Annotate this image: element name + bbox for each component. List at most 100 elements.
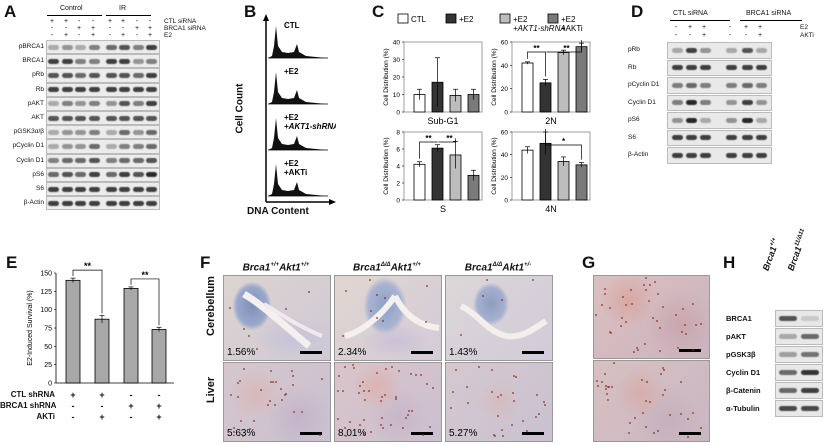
blot-band <box>686 152 697 158</box>
stain-dot <box>274 404 277 407</box>
stain-dot <box>604 287 607 290</box>
tick-label: 0 <box>504 110 508 117</box>
panel-d-group-brca1: BRCA1 siRNA <box>746 10 792 17</box>
blot-row-label: Rb <box>35 85 44 93</box>
stain-dot <box>478 365 481 368</box>
stain-dot <box>652 317 655 320</box>
blot-strip <box>775 364 823 381</box>
blot-strip <box>46 68 160 83</box>
sign-mark: + <box>107 18 113 25</box>
stain-dot <box>407 410 410 413</box>
blot-band <box>756 152 767 158</box>
stain-dot <box>336 389 339 392</box>
sig-label: ** <box>141 270 149 280</box>
gene-name: Brca1 <box>242 262 271 274</box>
histogram-label: +E2 <box>284 67 299 76</box>
sign-mark: + <box>63 18 69 25</box>
stain-dot <box>255 347 258 350</box>
condition-label: E2 <box>164 32 172 39</box>
stain-dot <box>342 334 345 337</box>
blot-band <box>75 200 86 206</box>
blot-band <box>672 65 683 71</box>
sign-mark: + <box>134 25 140 32</box>
stain-dot <box>682 308 685 311</box>
stain-dot <box>248 427 251 430</box>
subplot-title: 2N <box>545 116 557 126</box>
blot-band <box>756 100 767 106</box>
sign-mark: - <box>728 32 732 39</box>
blot-strip <box>667 77 772 94</box>
blot-band <box>779 334 797 339</box>
histogram-curve <box>268 72 326 104</box>
blot-band <box>62 200 73 206</box>
stain-dot <box>410 373 413 376</box>
stain-dot <box>300 411 303 413</box>
stain-dot <box>625 321 628 324</box>
blot-row-label: BRCA1 <box>22 57 44 65</box>
stain-dot <box>645 400 648 403</box>
blot-band <box>48 72 59 78</box>
blot-band <box>62 115 73 121</box>
percent-label: 8.01% <box>338 428 367 439</box>
legend-label: +E2 <box>513 15 528 24</box>
blot-band <box>106 44 117 50</box>
cell-cycle-chart: CTL +E2 +E2+AKT1-shRNA+E2+AKTi010203040Cel… <box>383 13 591 214</box>
blot-band <box>89 72 100 78</box>
gene-name: Akt1 <box>502 262 525 274</box>
micrograph-cerebellum-akt1-het: 1.43% <box>445 275 553 361</box>
blot-band <box>133 58 144 64</box>
stain-dot <box>607 386 610 389</box>
micrograph-g-bottom <box>593 360 710 442</box>
tick-label: 4 <box>396 164 400 171</box>
blot-strip <box>46 111 160 126</box>
blot-band <box>672 82 683 88</box>
column-title: Brca1+/+Akt1+/+ <box>222 262 330 273</box>
stain-dot <box>645 380 648 383</box>
panel-d-group-line <box>740 20 802 21</box>
blot-band <box>106 186 117 192</box>
legend-swatch <box>499 13 511 24</box>
blot-band <box>801 334 819 339</box>
axis-label: E2-Induced Survival (%) <box>27 290 34 365</box>
stain-dot <box>699 426 702 429</box>
blot-band <box>133 186 144 192</box>
stain-dot <box>381 417 384 420</box>
stain-dot <box>680 380 683 383</box>
condition-label: AKTi <box>36 412 55 421</box>
blot-band <box>146 129 157 135</box>
condition-label: CTL shRNA <box>10 390 55 399</box>
stain-dot <box>293 410 296 413</box>
condition-label: CTL siRNA <box>164 18 197 25</box>
sign-mark: + <box>701 32 707 39</box>
subplot-title: Sub-G1 <box>427 116 458 126</box>
gene-name: Akt1 <box>279 262 301 274</box>
tick-label: 150 <box>40 271 52 278</box>
panel-b-xlabel: DNA Content <box>247 206 309 217</box>
stain-dot <box>490 391 493 394</box>
stain-dot <box>281 399 284 402</box>
stain-dot <box>662 393 665 396</box>
blot-band <box>48 44 59 50</box>
percent-label: 5.27% <box>449 428 478 439</box>
subplot: 0 2 4 6 8 Cell Distribution (%) S ** ** <box>383 130 483 214</box>
blot-band <box>75 143 86 149</box>
blot-band <box>89 158 100 164</box>
blot-band <box>119 72 130 78</box>
tick-label: 125 <box>40 289 52 296</box>
blot-band <box>133 129 144 135</box>
sign-mark: + <box>90 32 96 39</box>
condition-label: BRCA1 siRNA <box>164 25 206 32</box>
blot-row-label: Cyclin D1 <box>726 368 761 377</box>
blot-band <box>726 47 737 53</box>
histogram-label: CTL <box>284 21 300 30</box>
blot-strip <box>46 82 160 97</box>
stain-dot <box>647 300 650 303</box>
bar <box>539 82 552 113</box>
sign-mark: + <box>701 24 707 31</box>
stain-dot <box>240 419 243 422</box>
axis-label: Cell Distribution (%) <box>491 48 498 105</box>
stain-dot <box>467 401 469 404</box>
stain-dot <box>645 288 648 291</box>
blot-band <box>62 186 73 192</box>
blot-band <box>672 47 683 53</box>
